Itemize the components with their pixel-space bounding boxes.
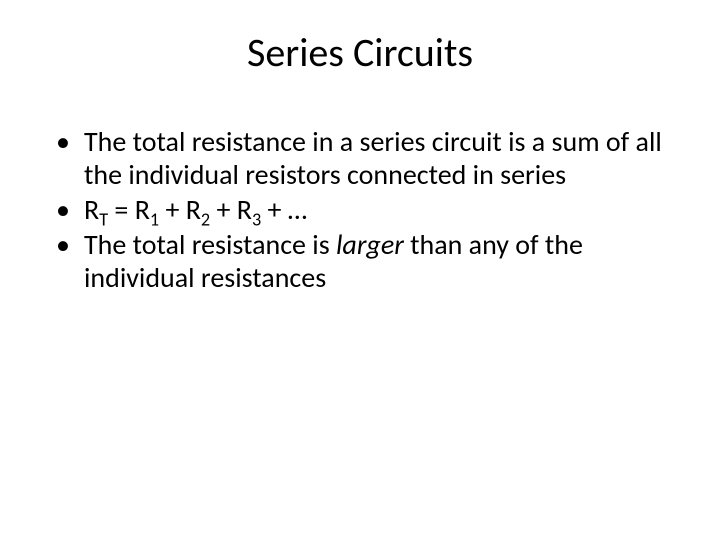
plus3: + … bbox=[261, 192, 307, 227]
eq: = bbox=[108, 192, 135, 227]
slide: Series Circuits The total resistance in … bbox=[0, 0, 720, 540]
bullet-3: The total resistance is larger than any … bbox=[56, 228, 680, 294]
r2-r: R bbox=[186, 192, 201, 227]
bullet-1-text: The total resistance in a series circuit… bbox=[84, 124, 662, 192]
slide-body: The total resistance in a series circuit… bbox=[0, 87, 720, 294]
formula: RT = R1 + R2 + R3 + … bbox=[84, 192, 307, 227]
bullet-3-pre: The total resistance is bbox=[84, 227, 336, 262]
plus2: + bbox=[210, 192, 237, 227]
bullet-3-em: larger bbox=[336, 227, 404, 262]
plus1: + bbox=[159, 192, 186, 227]
r1-r: R bbox=[135, 192, 150, 227]
slide-title: Series Circuits bbox=[0, 0, 720, 87]
bullet-list: The total resistance in a series circuit… bbox=[56, 125, 680, 294]
bullet-2: RT = R1 + R2 + R3 + … bbox=[56, 193, 680, 226]
r3-r: R bbox=[237, 192, 252, 227]
bullet-1: The total resistance in a series circuit… bbox=[56, 125, 680, 191]
rt-r: R bbox=[84, 192, 99, 227]
